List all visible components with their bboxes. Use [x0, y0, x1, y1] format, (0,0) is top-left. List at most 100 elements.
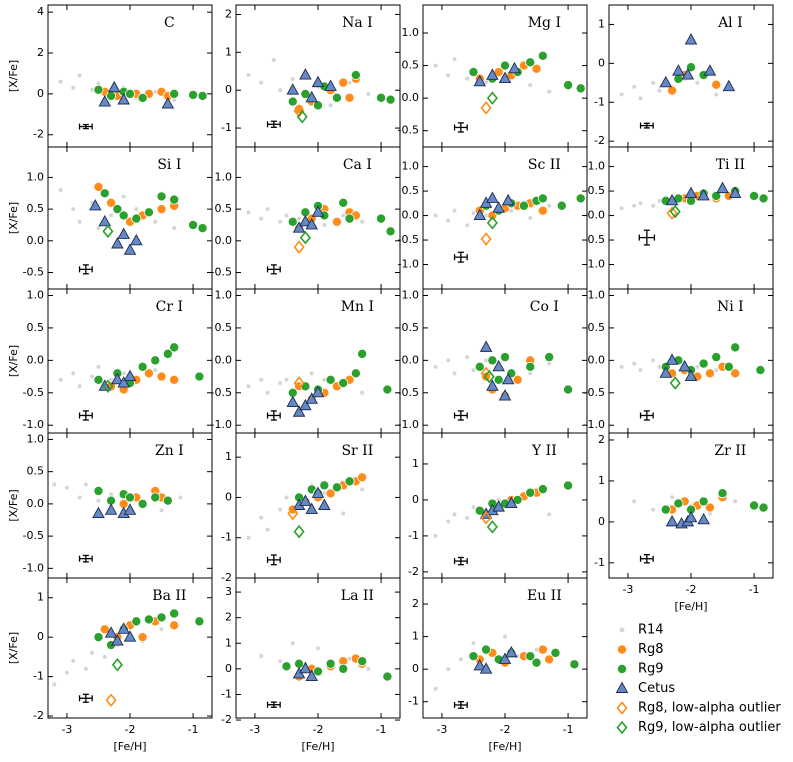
star-point [550, 647, 561, 658]
cetus-point [130, 233, 143, 246]
r14-point [64, 485, 69, 490]
r14-point [259, 216, 264, 221]
r14-point [471, 505, 476, 510]
cetus-point [117, 227, 130, 239]
y-tick-label: 1 [225, 450, 232, 463]
r14-point [484, 213, 489, 218]
r14-point [172, 226, 177, 231]
cetus-point [318, 498, 331, 510]
r14-point [341, 213, 346, 218]
y-tick-label: -2 [33, 709, 44, 722]
r14-point [695, 80, 700, 85]
r14-point [71, 658, 76, 663]
panel-title: Ca I [343, 157, 372, 173]
outlier-point [299, 230, 311, 245]
y-tick-label: 1 [37, 591, 44, 604]
y-tick-label: -1.0 [398, 258, 419, 271]
cetus-point [498, 389, 512, 401]
star-point [93, 632, 104, 643]
panel: -1.0 -0.5 0.0 0.5 1.0 Zn I [X/Fe] [7, 432, 213, 579]
y-tick-label: 0 [225, 662, 232, 675]
r14-point [651, 80, 656, 85]
outlier-point [293, 104, 305, 118]
r14-point [714, 92, 719, 97]
cetus-point [665, 353, 679, 365]
cetus-point [703, 64, 717, 76]
cetus-point [311, 385, 325, 398]
y-tick-label: -1 [221, 687, 232, 700]
legend-label: Rg8 [638, 642, 664, 657]
star-point [331, 216, 342, 227]
star-point [711, 190, 722, 201]
r14-point [278, 659, 283, 664]
panel-title: Si I [157, 157, 181, 173]
cetus-point [305, 502, 318, 514]
y-tick-label: -1 [594, 556, 605, 569]
y-tick-label: -2 [408, 565, 419, 578]
star-point [137, 361, 148, 372]
r14-point [465, 76, 470, 81]
cetus-point [107, 80, 121, 93]
y-tick-label: 2 [598, 433, 605, 446]
r14-point [632, 499, 637, 504]
panel: -1.0 -0.5 0.0 0.5 1.0 Ti II [584, 146, 774, 290]
outlier-point [483, 369, 495, 384]
y-tick-label: 1.0 [27, 170, 45, 183]
panel-title: Al I [717, 15, 743, 31]
cetus-point [505, 645, 518, 658]
star-point [525, 57, 536, 68]
r14-point [528, 216, 533, 220]
r14-point [619, 92, 624, 97]
y-axis-label: [X/Fe] [7, 60, 20, 92]
star-point [525, 487, 536, 498]
y-tick-label: 0.0 [588, 209, 606, 222]
cetus-point [697, 512, 710, 525]
y-tick-label: -1 [408, 695, 419, 708]
x-tick-label: -1 [563, 723, 574, 736]
panel-frame [47, 4, 213, 148]
star-point [344, 213, 355, 224]
star-point [106, 197, 117, 208]
r14-point [651, 507, 656, 512]
y-tick-label: 1.0 [215, 288, 233, 301]
panel-title: Mg I [528, 15, 561, 31]
y-tick-label: -1.0 [23, 561, 44, 574]
star-point [544, 352, 555, 363]
cetus-point [479, 340, 493, 352]
outlier-point [111, 657, 123, 672]
x-tick-label: -1 [749, 583, 760, 596]
y-tick-label: 1 [225, 45, 232, 58]
r14-point [366, 91, 371, 96]
cetus-point [111, 237, 124, 249]
star-point [93, 84, 104, 95]
star-point [382, 671, 393, 682]
y-tick-label: 0.0 [27, 353, 45, 366]
star-point [673, 498, 684, 509]
r14-point [632, 84, 637, 89]
cetus-point [501, 372, 515, 385]
star-point [468, 651, 479, 662]
cetus-point [286, 395, 300, 407]
r14-point [433, 213, 438, 218]
r14-point [52, 482, 57, 487]
y-tick-label: 1.0 [27, 288, 45, 301]
cetus-point [117, 622, 130, 634]
star-point [143, 207, 154, 218]
y-tick-label: 0.0 [215, 353, 233, 366]
panel-title: La II [341, 588, 374, 604]
cetus-point [659, 75, 673, 88]
r14-point [638, 201, 643, 206]
cetus-point [117, 93, 130, 105]
star-point [660, 504, 671, 515]
x-tick-label: -3 [61, 723, 72, 736]
star-point [197, 223, 208, 234]
r14-point [172, 98, 177, 103]
y-tick-label: -2 [33, 128, 44, 141]
outlier-point [293, 524, 305, 539]
star-point [758, 502, 769, 513]
star-point [376, 213, 387, 224]
panel-frame [608, 146, 774, 290]
r14-point [96, 364, 101, 369]
cetus-point [299, 68, 312, 80]
star-point [556, 200, 567, 211]
